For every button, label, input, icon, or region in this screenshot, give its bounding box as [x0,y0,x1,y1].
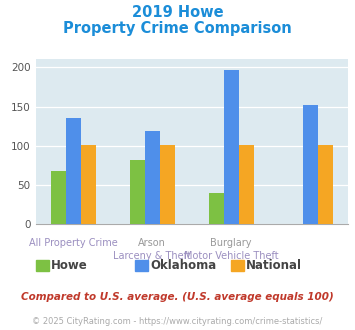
Text: National: National [246,259,302,272]
Bar [318,145,333,224]
Text: Howe: Howe [51,259,88,272]
Text: Arson: Arson [138,238,166,248]
Bar [81,145,96,224]
Bar [224,70,239,224]
Bar [66,118,81,224]
Text: Burglary: Burglary [211,238,252,248]
Text: All Property Crime: All Property Crime [29,238,118,248]
Bar [145,131,160,224]
Bar [208,193,224,224]
Text: Compared to U.S. average. (U.S. average equals 100): Compared to U.S. average. (U.S. average … [21,292,334,302]
Bar [130,160,145,224]
Bar [51,171,66,224]
Text: Oklahoma: Oklahoma [150,259,217,272]
Bar [239,145,254,224]
Text: Larceny & Theft: Larceny & Theft [113,251,191,261]
Text: © 2025 CityRating.com - https://www.cityrating.com/crime-statistics/: © 2025 CityRating.com - https://www.city… [32,317,323,326]
Text: Motor Vehicle Theft: Motor Vehicle Theft [184,251,278,261]
Text: Property Crime Comparison: Property Crime Comparison [63,21,292,36]
Text: 2019 Howe: 2019 Howe [132,5,223,20]
Bar [302,105,318,224]
Bar [160,145,175,224]
